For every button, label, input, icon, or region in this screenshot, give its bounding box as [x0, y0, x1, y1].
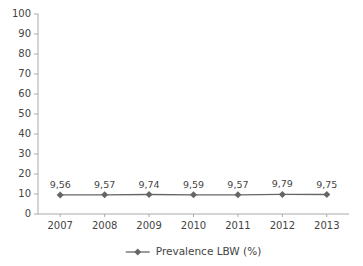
marker: [279, 191, 286, 198]
marker: [190, 191, 197, 198]
x-tick: [193, 214, 194, 217]
x-tick: [237, 214, 238, 217]
marker: [57, 191, 64, 198]
x-tick-label: 2011: [225, 220, 250, 231]
legend: Prevalence LBW (%): [126, 245, 262, 257]
plot-area: [57, 191, 331, 198]
marker: [234, 191, 241, 198]
legend-label: Prevalence LBW (%): [156, 245, 262, 257]
marker: [323, 191, 330, 198]
legend-item: Prevalence LBW (%): [126, 245, 262, 257]
y-tick-label: 80: [18, 48, 31, 59]
y-tick: [34, 174, 38, 175]
x-tick-label: 2012: [270, 220, 295, 231]
x-tick: [60, 214, 61, 217]
data-label: 9,59: [183, 179, 204, 190]
x-tick: [149, 214, 150, 217]
x-tick: [104, 214, 105, 217]
data-label: 9,57: [94, 179, 115, 190]
data-label: 9,57: [227, 179, 248, 190]
y-tick: [34, 154, 38, 155]
chart-container: 0 10 20 30 40 50 60 70 80 90 100 2007 2008 2009 2010 20…: [0, 0, 363, 266]
y-tick: [34, 114, 38, 115]
x-tick: [326, 214, 327, 217]
y-tick-label: 60: [18, 88, 31, 99]
data-label: 9,75: [316, 179, 337, 190]
axes: 0 10 20 30 40 50 60 70 80 90 100 2007 2008 2009 2010 20…: [12, 8, 349, 231]
data-label: 9,74: [138, 179, 159, 190]
data-label: 9,56: [50, 179, 71, 190]
y-tick: [34, 134, 38, 135]
marker: [101, 191, 108, 198]
chart: 0 10 20 30 40 50 60 70 80 90 100 2007 2008 2009 2010 20…: [0, 0, 363, 266]
x-tick: [282, 214, 283, 217]
y-tick: [34, 194, 38, 195]
y-tick-label: 30: [18, 148, 31, 159]
x-tick-label: 2008: [92, 220, 117, 231]
x-tick-label: 2007: [47, 220, 72, 231]
y-tick: [34, 214, 38, 215]
data-labels: 9,56 9,57 9,74 9,59 9,57 9,79 9,75: [50, 178, 338, 189]
y-tick-label: 40: [18, 128, 31, 139]
y-tick-label: 10: [18, 188, 31, 199]
y-tick: [34, 14, 38, 15]
data-label: 9,79: [272, 178, 293, 189]
y-tick-label: 0: [25, 208, 31, 219]
y-tick: [34, 74, 38, 75]
x-tick-label: 2010: [181, 220, 206, 231]
y-tick-label: 50: [18, 108, 31, 119]
y-tick-label: 20: [18, 168, 31, 179]
legend-marker: [134, 249, 141, 256]
y-tick: [34, 94, 38, 95]
x-tick-label: 2013: [314, 220, 339, 231]
marker: [146, 191, 153, 198]
x-tick-label: 2009: [136, 220, 161, 231]
y-tick: [34, 54, 38, 55]
y-tick-label: 100: [12, 8, 31, 19]
y-tick-label: 90: [18, 28, 31, 39]
y-tick: [34, 34, 38, 35]
y-tick-label: 70: [18, 68, 31, 79]
